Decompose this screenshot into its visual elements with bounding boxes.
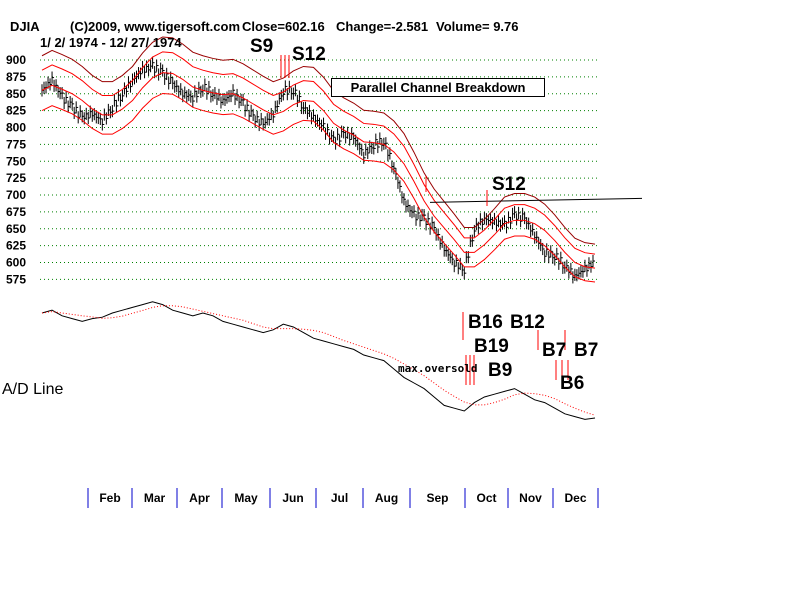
signal-s9: S9 (250, 36, 274, 57)
y-tick-label: 825 (6, 104, 26, 118)
volume-value: Volume= 9.76 (436, 19, 519, 34)
month-label: Apr (189, 491, 210, 505)
symbol: DJIA (10, 19, 40, 34)
signal-s12: S12 (292, 44, 326, 65)
y-tick-label: 750 (6, 154, 26, 168)
ad-moving-average (41, 305, 596, 416)
outer-upper-band (41, 36, 596, 245)
close-value: Close=602.16 (242, 19, 325, 34)
annotation-box: Parallel Channel Breakdown (331, 78, 545, 97)
signal-b7: B7 (542, 340, 567, 361)
channel-line (429, 197, 643, 203)
y-tick-label: 775 (6, 137, 26, 151)
signal-b6: B6 (560, 373, 585, 394)
y-tick-label: 650 (6, 222, 26, 236)
month-label: Feb (99, 491, 120, 505)
copyright: (C)2009, www.tigersoft.com (70, 19, 240, 34)
ad-line-label: A/D Line (2, 381, 64, 398)
signal-b7b: B7 (574, 340, 599, 361)
y-tick-label: 625 (6, 239, 26, 253)
change-value: Change=-2.581 (336, 19, 429, 34)
month-label: Mar (144, 491, 166, 505)
y-tick-label: 900 (6, 53, 26, 67)
month-label: Jun (282, 491, 303, 505)
ad-line (41, 301, 596, 420)
middle-band (41, 72, 596, 269)
oversold-label: max.oversold (398, 362, 478, 375)
month-label: Sep (426, 491, 448, 505)
y-tick-label: 600 (6, 256, 26, 270)
lower-band (41, 92, 596, 283)
date-range: 1/ 2/ 1974 - 12/ 27/ 1974 (40, 35, 182, 50)
month-label: Oct (476, 491, 496, 505)
month-label: Nov (519, 491, 542, 505)
signal-b19: B19 (474, 336, 509, 357)
y-tick-label: 675 (6, 205, 26, 219)
y-tick-label: 725 (6, 171, 26, 185)
signal-b9: B9 (488, 360, 513, 381)
y-tick-label: 850 (6, 87, 26, 101)
signal-b12: B12 (510, 312, 545, 333)
month-label: Jul (331, 491, 348, 505)
month-label: Aug (375, 491, 398, 505)
signal-b16: B16 (468, 312, 503, 333)
y-tick-label: 800 (6, 121, 26, 135)
y-tick-label: 575 (6, 272, 26, 286)
upper-band (41, 51, 596, 255)
month-label: Dec (564, 491, 586, 505)
y-tick-label: 700 (6, 188, 26, 202)
month-label: May (234, 491, 258, 505)
signal-s12-oct: S12 (492, 174, 526, 195)
y-tick-label: 875 (6, 70, 26, 84)
